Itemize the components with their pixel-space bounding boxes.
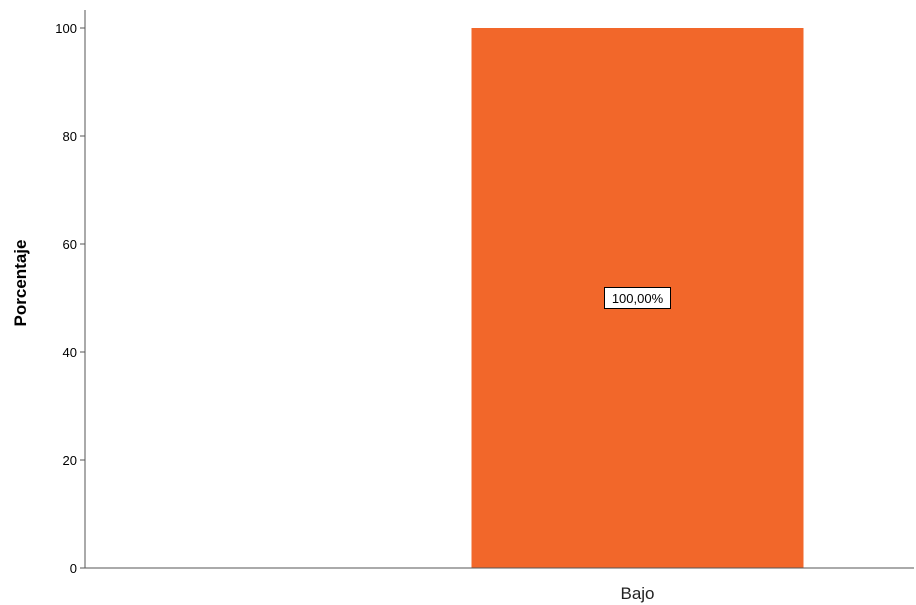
data-label-box-0 xyxy=(604,287,671,309)
y-axis-label: Porcentaje xyxy=(11,240,30,327)
y-tick-label-1: 20 xyxy=(63,453,77,468)
y-tick-label-5: 100 xyxy=(55,21,77,36)
y-tick-label-2: 40 xyxy=(63,345,77,360)
x-axis-ticks: Bajo xyxy=(620,584,654,603)
y-tick-label-0: 0 xyxy=(70,561,77,576)
data-label-0: 100,00% xyxy=(612,291,664,306)
y-tick-label-3: 60 xyxy=(63,237,77,252)
y-tick-label-4: 80 xyxy=(63,129,77,144)
data-labels: 100,00% xyxy=(604,287,671,309)
x-tick-label-0: Bajo xyxy=(620,584,654,603)
y-axis-ticks: 0 20 40 60 80 100 xyxy=(55,21,85,576)
